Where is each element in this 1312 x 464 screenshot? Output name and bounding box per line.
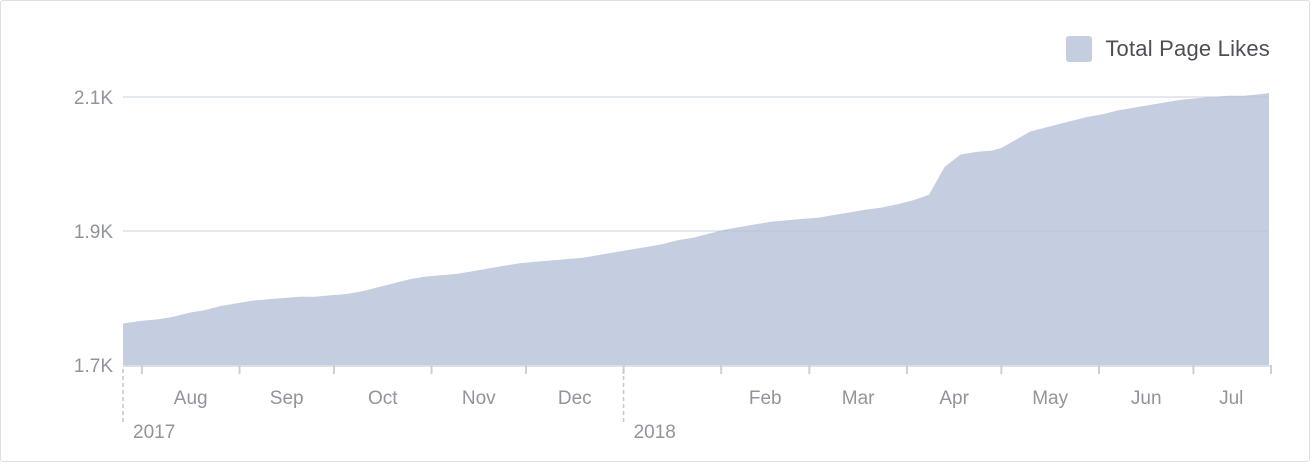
x-tick-label-sep: Sep [270,388,304,409]
y-tick-label-1-7k: 1.7K [74,356,113,377]
x-tick-label-nov: Nov [462,388,496,409]
legend-label-total-page-likes: Total Page Likes [1105,36,1270,61]
series-area-total-page-likes [123,93,1269,365]
x-tick-label-jul: Jul [1219,388,1243,409]
x-tick-label-aug: Aug [174,388,208,409]
x-tick-label-oct: Oct [368,388,398,409]
chart-legend: Total Page Likes [1066,36,1270,62]
y-tick-label-2-1k: 2.1K [74,88,113,109]
year-label-2018: 2018 [634,422,676,443]
y-tick-label-1-9k: 1.9K [74,222,113,243]
x-tick-label-jun: Jun [1131,388,1162,409]
x-tick-label-apr: Apr [939,388,969,409]
x-tick-label-dec: Dec [558,388,592,409]
x-tick-label-feb: Feb [749,388,782,409]
x-tick-label-may: May [1032,388,1068,409]
year-label-2017: 2017 [133,422,175,443]
legend-swatch-total-page-likes [1066,36,1093,62]
x-tick-label-mar: Mar [842,388,875,409]
